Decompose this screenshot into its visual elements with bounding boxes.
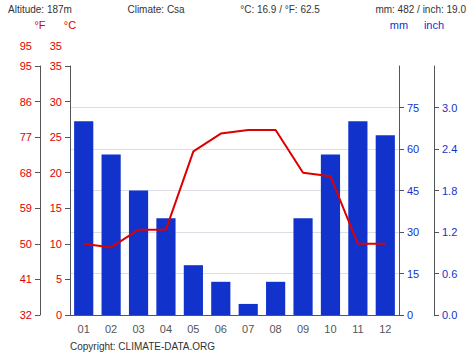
- svg-text:25: 25: [50, 131, 62, 143]
- svg-text:01: 01: [78, 323, 90, 335]
- svg-text:07: 07: [242, 323, 254, 335]
- svg-text:inch: inch: [424, 19, 444, 31]
- svg-text:15: 15: [407, 268, 419, 280]
- svg-text:mm: 482 / inch: 19.0: mm: 482 / inch: 19.0: [375, 4, 466, 15]
- svg-text:45: 45: [407, 185, 419, 197]
- svg-text:35: 35: [50, 60, 62, 72]
- svg-text:mm: mm: [390, 19, 408, 31]
- svg-text:10: 10: [324, 323, 336, 335]
- svg-text:02: 02: [105, 323, 117, 335]
- svg-text:3.0: 3.0: [442, 102, 457, 114]
- svg-text:41: 41: [20, 273, 32, 285]
- svg-text:0.0: 0.0: [442, 309, 457, 321]
- svg-text:03: 03: [132, 323, 144, 335]
- svg-text:1.2: 1.2: [442, 226, 457, 238]
- svg-text:12: 12: [379, 323, 391, 335]
- svg-text:32: 32: [20, 309, 32, 321]
- svg-text:60: 60: [407, 143, 419, 155]
- svg-text:30: 30: [407, 226, 419, 238]
- svg-text:Climate: Csa: Climate: Csa: [127, 4, 185, 15]
- svg-text:77: 77: [20, 131, 32, 143]
- svg-text:11: 11: [352, 323, 363, 335]
- svg-text:06: 06: [215, 323, 227, 335]
- svg-text:08: 08: [270, 323, 282, 335]
- svg-text:0: 0: [56, 309, 62, 321]
- svg-text:0.6: 0.6: [442, 268, 457, 280]
- svg-text:68: 68: [20, 167, 32, 179]
- svg-text:75: 75: [407, 102, 419, 114]
- svg-text:15: 15: [50, 202, 62, 214]
- svg-text:5: 5: [56, 273, 62, 285]
- svg-text:35: 35: [50, 40, 62, 52]
- svg-text:Altitude: 187m: Altitude: 187m: [8, 4, 72, 15]
- svg-text:09: 09: [297, 323, 309, 335]
- svg-text:1.8: 1.8: [442, 185, 457, 197]
- svg-text:04: 04: [160, 323, 172, 335]
- svg-text:86: 86: [20, 96, 32, 108]
- svg-text:°F: °F: [34, 19, 45, 31]
- svg-text:50: 50: [20, 238, 32, 250]
- svg-text:30: 30: [50, 96, 62, 108]
- svg-text:05: 05: [187, 323, 199, 335]
- svg-text:10: 10: [50, 238, 62, 250]
- svg-text:59: 59: [20, 202, 32, 214]
- svg-text:20: 20: [50, 167, 62, 179]
- svg-text:Copyright: CLIMATE-DATA.ORG: Copyright: CLIMATE-DATA.ORG: [70, 341, 215, 352]
- svg-text:2.4: 2.4: [442, 143, 457, 155]
- svg-text:95: 95: [20, 40, 32, 52]
- svg-text:°C: 16.9 / °F: 62.5: °C: 16.9 / °F: 62.5: [240, 4, 320, 15]
- svg-text:95: 95: [20, 60, 32, 72]
- svg-text:°C: °C: [64, 19, 76, 31]
- svg-text:0: 0: [407, 309, 413, 321]
